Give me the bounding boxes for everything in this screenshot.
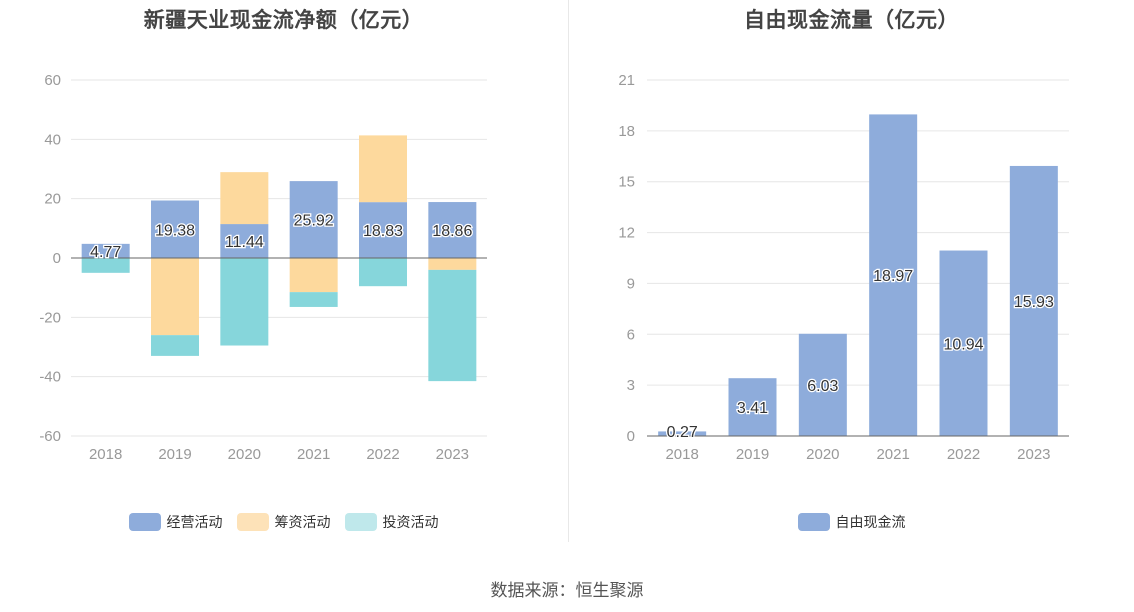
- bar-financing: [289, 258, 338, 293]
- bar-operating: [428, 202, 477, 258]
- y-tick-label: 40: [44, 131, 61, 148]
- y-tick-label: 6: [627, 326, 635, 343]
- legend-item-investing[interactable]: 投资活动: [344, 512, 439, 532]
- data-label-free-cash-flow: 3.41: [737, 400, 768, 417]
- bar-investing: [428, 269, 477, 382]
- x-tick-label: 2019: [736, 446, 769, 463]
- legend-swatch-operating: [128, 513, 161, 531]
- data-label-free-cash-flow: 15.93: [1014, 294, 1054, 311]
- bar-free-cash-flow: [728, 378, 777, 436]
- x-tick-label: 2021: [297, 446, 330, 463]
- bar-free-cash-flow: [658, 431, 707, 436]
- legend-label-operating: 经营活动: [166, 514, 223, 530]
- data-source-note: 数据来源：恒生聚源: [490, 581, 644, 600]
- y-tick-label: 18: [618, 123, 635, 140]
- legend-swatch-financing: [236, 513, 269, 531]
- y-tick-label: 9: [627, 275, 635, 292]
- x-tick-label: 2023: [1017, 446, 1050, 463]
- bar-free-cash-flow: [798, 333, 847, 436]
- cash-flow-chart: 60 40 20 0 -20 -40 -60 2018 2019 2020 2021 2022 2023…: [39, 72, 487, 463]
- bar-operating: [289, 181, 338, 258]
- bar-operating: [151, 200, 199, 258]
- x-tick-label: 2018: [89, 446, 122, 463]
- bar-financing: [359, 135, 407, 203]
- bar-operating: [220, 224, 269, 258]
- x-tick-label: 2019: [158, 446, 191, 463]
- bar-operating: [81, 243, 130, 258]
- bar-free-cash-flow: [939, 250, 988, 436]
- legend-label-investing: 投资活动: [382, 514, 439, 530]
- y-tick-label: 60: [44, 72, 61, 89]
- legend-item-operating[interactable]: 经营活动: [128, 512, 223, 532]
- x-tick-label: 2018: [665, 446, 698, 463]
- cash-flow-legend: 经营活动 筹资活动 投资活动: [0, 512, 567, 532]
- bar-financing: [428, 258, 477, 270]
- y-tick-label: 0: [53, 250, 61, 267]
- bar-financing: [151, 258, 199, 336]
- y-tick-label: 20: [44, 191, 61, 208]
- x-tick-label: 2020: [806, 446, 839, 463]
- data-label-free-cash-flow: 10.94: [943, 336, 983, 353]
- y-tick-label: 12: [618, 225, 635, 242]
- y-tick-label: -60: [39, 428, 61, 445]
- bar-investing: [81, 258, 130, 273]
- free-cash-flow-chart: 21 18 15 12 9 6 3 0 2018 2019 2020 2021 2022 2023 0.27…: [618, 72, 1069, 463]
- x-tick-label: 2021: [876, 446, 909, 463]
- bar-investing: [289, 292, 338, 307]
- cash-flow-chart-panel: 新疆天业现金流净额（亿元） 60 40 20 0 -20 -40 -60 2018 2019 20…: [0, 0, 567, 545]
- free-cash-flow-chart-title: 自由现金流量（亿元）: [744, 9, 959, 32]
- y-tick-label: 15: [618, 174, 635, 191]
- x-tick-label: 2022: [947, 446, 980, 463]
- y-tick-label: 21: [618, 72, 635, 89]
- x-tick-label: 2020: [228, 446, 261, 463]
- free-cash-flow-chart-panel: 自由现金流量（亿元） 21 18 15 12 9 6 3 0 2018 2019 2020 2021 2…: [569, 0, 1134, 545]
- bar-operating: [359, 202, 407, 258]
- free-cash-flow-legend: 自由现金流: [569, 512, 1134, 532]
- x-tick-label: 2022: [366, 446, 399, 463]
- y-tick-label: 3: [627, 377, 635, 394]
- panel-divider: [568, 0, 569, 542]
- data-label-free-cash-flow: 0.27: [667, 424, 698, 441]
- legend-label-financing: 筹资活动: [274, 514, 331, 530]
- data-label-operating: 4.77: [90, 244, 121, 261]
- bar-investing: [359, 258, 407, 287]
- data-label-operating: 11.44: [225, 234, 264, 251]
- x-tick-label: 2023: [436, 446, 469, 463]
- data-label-free-cash-flow: 6.03: [807, 378, 838, 395]
- bar-investing: [151, 335, 199, 356]
- y-tick-label: -40: [39, 369, 61, 386]
- data-label-operating: 18.83: [363, 223, 403, 240]
- data-label-operating: 18.86: [432, 223, 472, 240]
- cash-flow-chart-title: 新疆天业现金流净额（亿元）: [143, 9, 424, 32]
- bar-financing: [220, 172, 269, 225]
- legend-swatch-investing: [344, 513, 377, 531]
- bar-free-cash-flow: [1009, 165, 1058, 436]
- data-label-free-cash-flow: 18.97: [873, 268, 913, 285]
- bar-investing: [220, 258, 269, 346]
- data-label-operating: 19.38: [155, 222, 195, 239]
- legend-item-fcf[interactable]: 自由现金流: [797, 512, 906, 532]
- bar-free-cash-flow: [869, 114, 918, 436]
- legend-label-fcf: 自由现金流: [835, 514, 906, 530]
- y-tick-label: 0: [627, 428, 635, 445]
- data-label-operating: 25.92: [294, 213, 334, 230]
- legend-swatch-fcf: [797, 513, 830, 531]
- y-tick-label: -20: [39, 309, 61, 326]
- legend-item-financing[interactable]: 筹资活动: [236, 512, 331, 532]
